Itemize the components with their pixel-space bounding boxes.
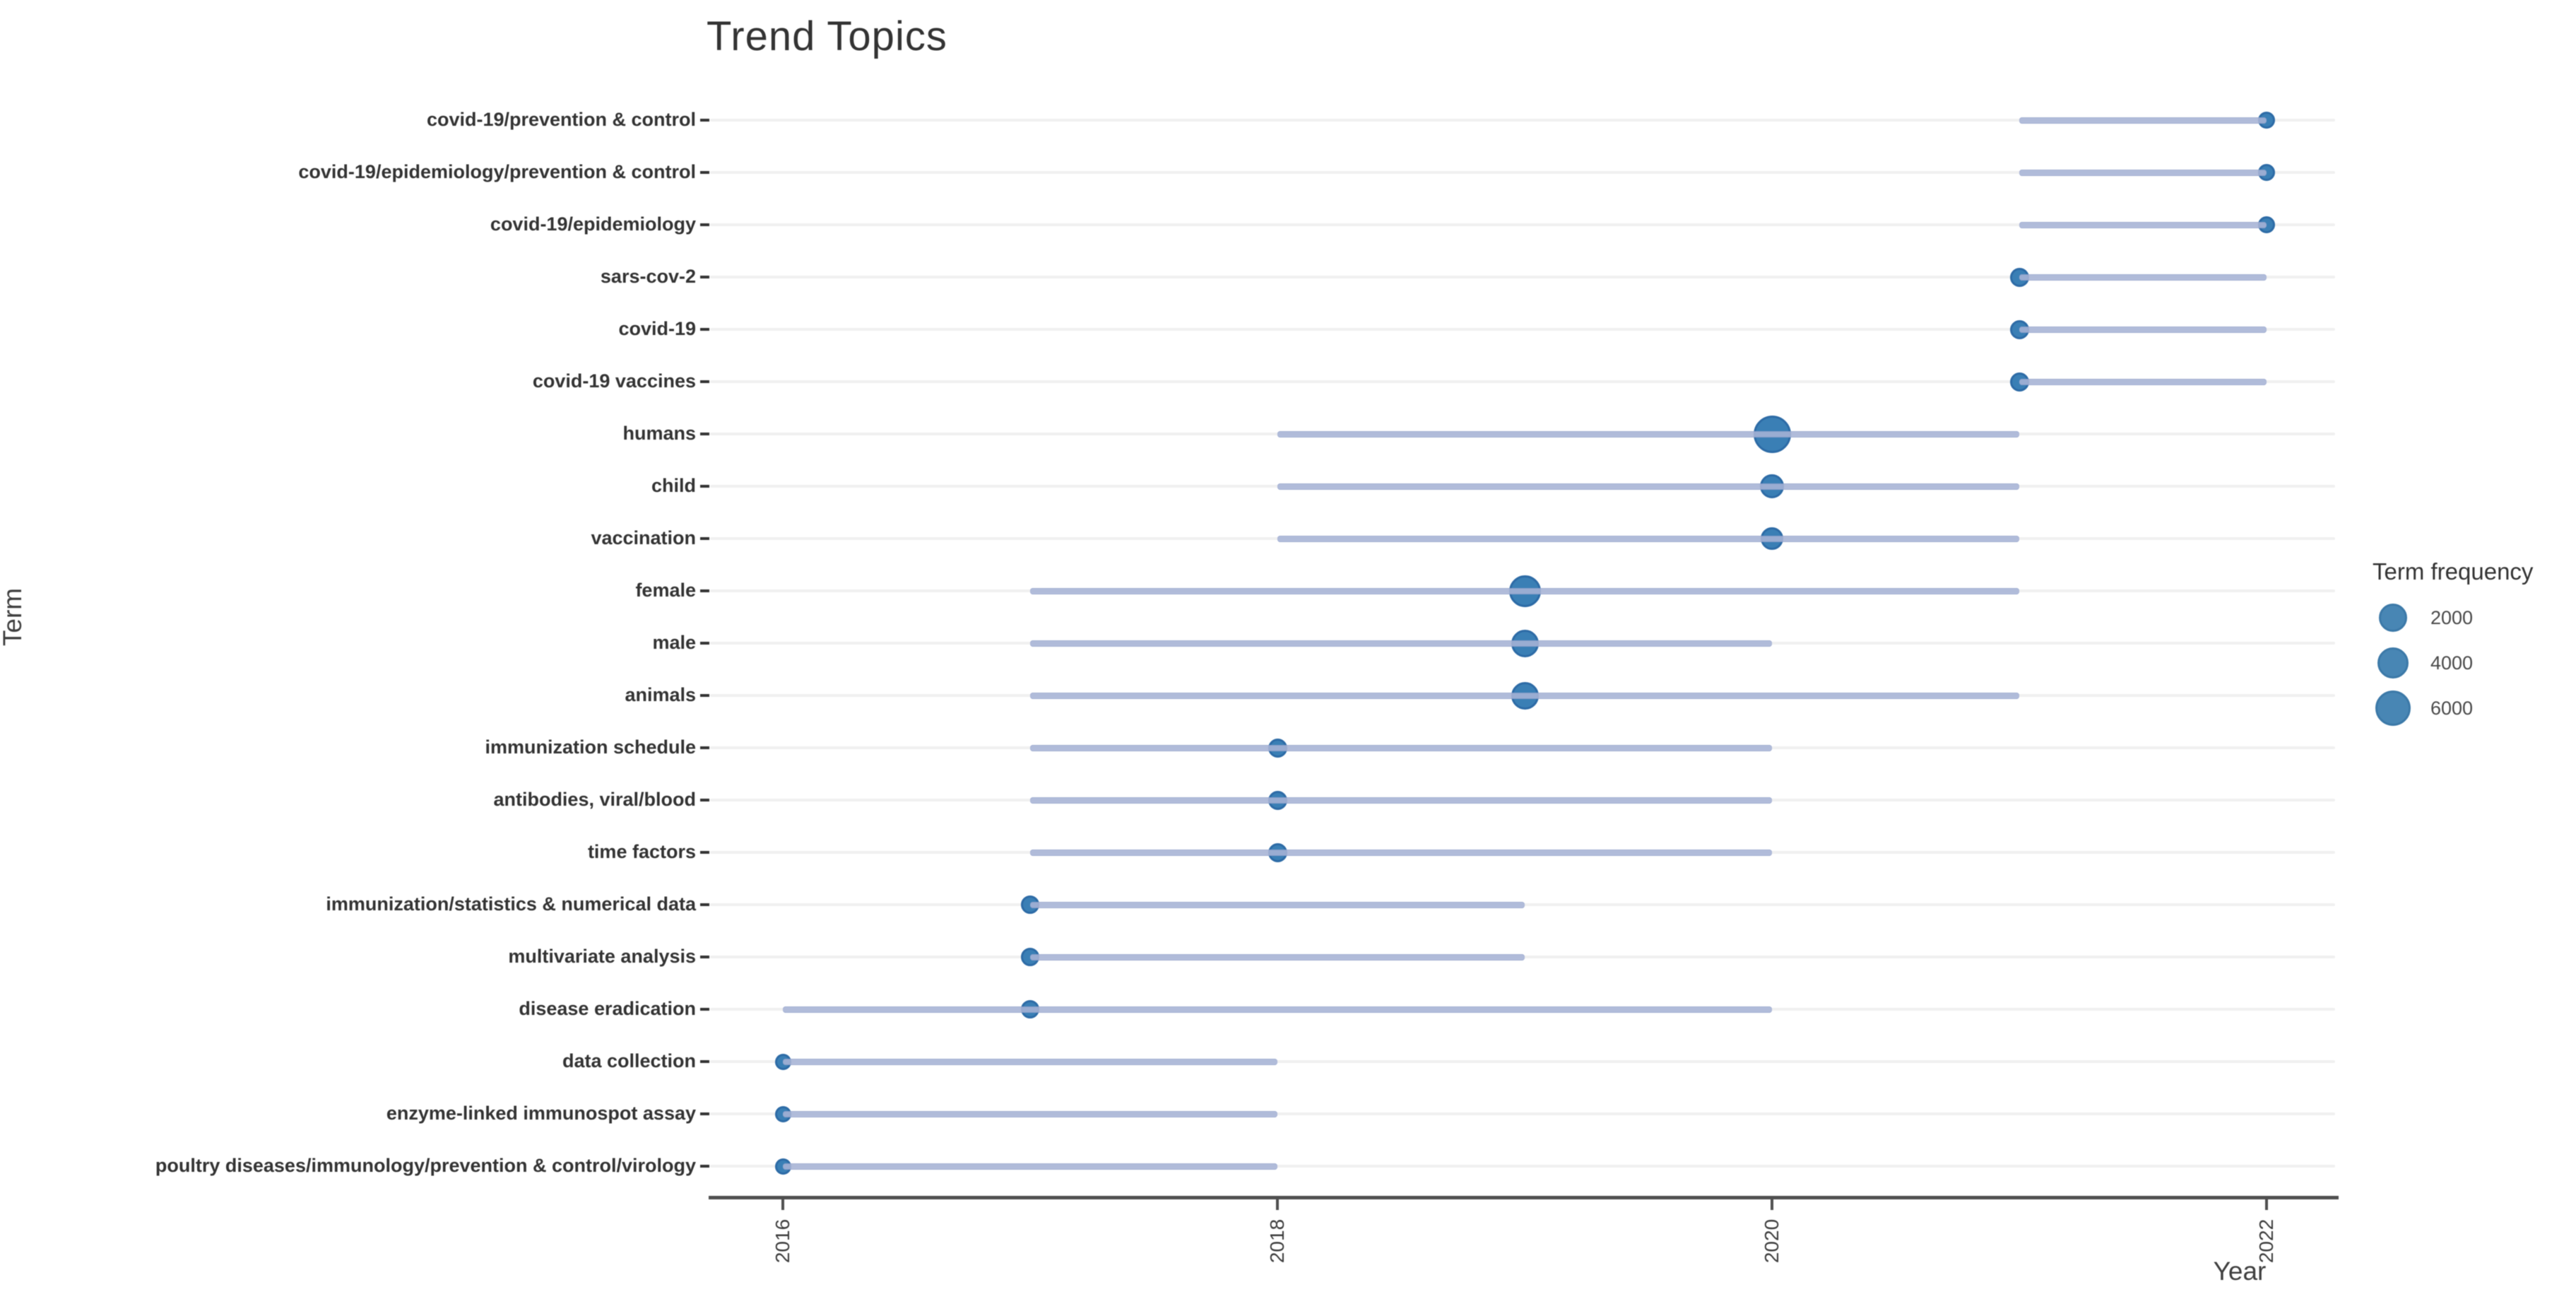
row-guide-line bbox=[710, 119, 2335, 122]
row-guide-line bbox=[710, 171, 2335, 174]
term-label: female bbox=[635, 580, 696, 601]
year-range-segment bbox=[783, 1059, 1277, 1065]
year-range-segment bbox=[1030, 902, 1525, 908]
term-label: vaccination bbox=[591, 527, 696, 548]
year-range-segment bbox=[1030, 745, 1772, 751]
row-guide-line bbox=[710, 276, 2335, 278]
year-range-segment bbox=[1030, 797, 1772, 804]
year-range-segment bbox=[1030, 640, 1772, 647]
term-label: poultry diseases/immunology/prevention &… bbox=[155, 1155, 696, 1176]
y-axis-tick bbox=[700, 642, 709, 645]
term-frequency-dot bbox=[1021, 895, 1039, 914]
y-axis-tick bbox=[700, 1165, 709, 1168]
term-label: covid-19 bbox=[618, 318, 696, 339]
legend-size-circle bbox=[2379, 604, 2407, 632]
term-label: animals bbox=[625, 684, 696, 705]
row-guide-line bbox=[710, 380, 2335, 383]
legend-size-circle bbox=[2375, 691, 2411, 726]
y-axis-tick bbox=[700, 746, 709, 749]
term-label: covid-19 vaccines bbox=[532, 370, 696, 392]
x-axis-tick-label: 2018 bbox=[1266, 1218, 1288, 1264]
year-range-segment bbox=[2019, 222, 2267, 228]
y-axis-tick bbox=[700, 276, 709, 278]
row-guide-line bbox=[710, 1112, 2335, 1115]
term-label: enzyme-linked immunospot assay bbox=[386, 1103, 696, 1124]
year-range-segment bbox=[1030, 954, 1525, 961]
legend-title: Term frequency bbox=[2373, 558, 2534, 585]
y-axis-tick bbox=[700, 1008, 709, 1011]
y-axis-tick bbox=[700, 223, 709, 226]
y-axis-tick bbox=[700, 485, 709, 488]
term-label: male bbox=[652, 632, 696, 653]
year-range-segment bbox=[1030, 588, 2019, 594]
year-range-segment bbox=[2019, 327, 2267, 333]
year-range-segment bbox=[2019, 117, 2267, 124]
y-axis-tick bbox=[700, 799, 709, 801]
y-axis-tick bbox=[700, 380, 709, 383]
year-range-segment bbox=[1277, 483, 2019, 490]
term-label: data collection bbox=[562, 1050, 696, 1071]
y-axis-tick bbox=[700, 433, 709, 435]
term-label: covid-19/epidemiology bbox=[490, 213, 696, 235]
y-axis-tick bbox=[700, 694, 709, 697]
row-guide-line bbox=[710, 1060, 2335, 1063]
y-axis-tick bbox=[700, 851, 709, 854]
legend-value-label: 2000 bbox=[2430, 607, 2474, 628]
term-label: immunization/statistics & numerical data bbox=[326, 893, 696, 915]
y-axis-tick bbox=[700, 903, 709, 906]
x-axis-title: Year bbox=[2213, 1257, 2267, 1286]
term-label: antibodies, viral/blood bbox=[493, 789, 696, 810]
y-axis-tick bbox=[700, 1060, 709, 1063]
legend: Term frequency 2000 4000 6000 bbox=[2373, 558, 2576, 742]
row-guide-line bbox=[710, 1165, 2335, 1168]
y-axis-tick bbox=[700, 956, 709, 958]
x-axis-tick-mark bbox=[2265, 1199, 2268, 1210]
x-axis-tick-label: 2020 bbox=[1761, 1218, 1783, 1264]
x-axis-line bbox=[709, 1196, 2339, 1199]
term-label: multivariate analysis bbox=[508, 946, 696, 967]
y-axis-title: Term bbox=[0, 587, 27, 647]
term-label: child bbox=[651, 475, 696, 496]
year-range-segment bbox=[2019, 274, 2267, 281]
y-axis-tick bbox=[700, 589, 709, 592]
y-axis-tick bbox=[700, 1112, 709, 1115]
legend-value-label: 4000 bbox=[2430, 652, 2474, 674]
year-range-segment bbox=[1030, 693, 2019, 699]
term-label: covid-19/epidemiology/prevention & contr… bbox=[298, 161, 696, 182]
y-axis-tick bbox=[700, 537, 709, 540]
term-label: humans bbox=[622, 423, 696, 444]
year-range-segment bbox=[2019, 170, 2267, 176]
legend-value-label: 6000 bbox=[2430, 698, 2474, 719]
row-guide-line bbox=[710, 223, 2335, 226]
year-range-segment bbox=[1277, 431, 2019, 437]
year-range-segment bbox=[783, 1006, 1772, 1013]
year-range-segment bbox=[783, 1111, 1277, 1117]
term-label: disease eradication bbox=[519, 998, 696, 1019]
year-range-segment bbox=[2019, 379, 2267, 385]
year-range-segment bbox=[1277, 536, 2019, 542]
x-axis-tick-mark bbox=[1771, 1199, 1773, 1210]
y-axis-tick bbox=[700, 119, 709, 122]
row-guide-line bbox=[710, 328, 2335, 331]
chart-title: Trend Topics bbox=[707, 13, 947, 59]
x-axis-tick-mark bbox=[781, 1199, 784, 1210]
y-axis-tick bbox=[700, 328, 709, 331]
term-label: immunization schedule bbox=[485, 736, 696, 758]
x-axis-tick-label: 2016 bbox=[772, 1218, 793, 1264]
legend-size-circle bbox=[2377, 647, 2409, 679]
year-range-segment bbox=[783, 1163, 1277, 1170]
term-label: sars-cov-2 bbox=[600, 266, 696, 287]
term-label: time factors bbox=[587, 841, 696, 862]
y-axis-tick bbox=[700, 171, 709, 174]
term-label: covid-19/prevention & control bbox=[426, 109, 696, 130]
year-range-segment bbox=[1030, 850, 1772, 856]
x-axis-tick-mark bbox=[1276, 1199, 1279, 1210]
